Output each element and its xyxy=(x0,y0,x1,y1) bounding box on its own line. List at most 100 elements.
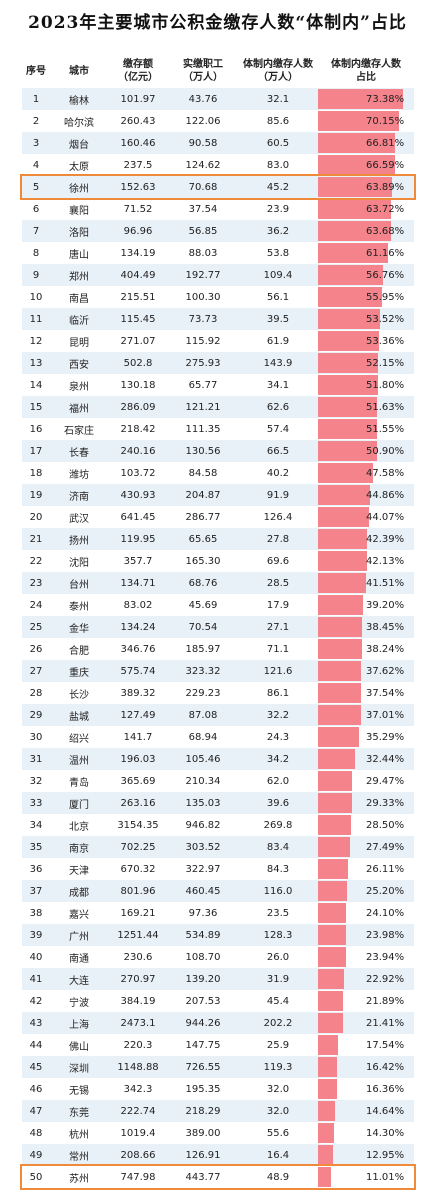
cell-amount: 130.18 xyxy=(120,379,156,391)
cell-gov: 126.4 xyxy=(263,511,293,523)
pct-bar xyxy=(318,969,345,989)
cell-city: 长春 xyxy=(69,447,89,459)
pct-bar xyxy=(318,419,378,439)
cell-city: 上海 xyxy=(69,1019,89,1031)
cell-workers: 108.70 xyxy=(185,951,221,963)
cell-pct-label: 39.20% xyxy=(366,599,405,611)
cell-city: 烟台 xyxy=(69,139,89,151)
cell-amount: 208.66 xyxy=(120,1149,156,1161)
pct-bar xyxy=(318,89,403,109)
cell-rank: 41 xyxy=(29,973,43,985)
cell-city: 襄阳 xyxy=(69,205,89,217)
cell-amount: 103.72 xyxy=(120,467,156,479)
cell-pct-label: 66.59% xyxy=(366,159,405,171)
cell-gov: 17.9 xyxy=(266,599,290,611)
table-row: 20 武汉 641.45 286.77 126.4 44.07% xyxy=(22,506,414,528)
pct-bar xyxy=(318,133,395,153)
cell-city: 佛山 xyxy=(69,1041,89,1053)
cell-city: 无锡 xyxy=(69,1085,89,1097)
cell-pct-label: 41.51% xyxy=(366,577,405,589)
pct-bar xyxy=(318,749,356,769)
cell-workers: 147.75 xyxy=(185,1039,221,1051)
cell-pct-label: 42.39% xyxy=(366,533,405,545)
cell-amount: 101.97 xyxy=(120,93,156,105)
cell-workers: 139.20 xyxy=(185,973,221,985)
cell-workers: 68.76 xyxy=(188,577,218,589)
cell-amount: 747.98 xyxy=(120,1171,156,1183)
cell-pct-label: 53.36% xyxy=(366,335,405,347)
table-row: 17 长春 240.16 130.56 66.5 50.90% xyxy=(22,440,414,462)
cell-workers: 105.46 xyxy=(185,753,221,765)
pct-bar xyxy=(318,1167,331,1187)
cell-workers: 126.91 xyxy=(185,1149,221,1161)
cell-amount: 1019.4 xyxy=(120,1127,156,1139)
cell-gov: 61.9 xyxy=(266,335,290,347)
cell-gov: 39.5 xyxy=(266,313,290,325)
cell-workers: 65.77 xyxy=(188,379,218,391)
cell-amount: 134.71 xyxy=(120,577,156,589)
cell-rank: 38 xyxy=(29,907,43,919)
table-row: 32 青岛 365.69 210.34 62.0 29.47% xyxy=(22,770,414,792)
cell-gov: 48.9 xyxy=(266,1171,290,1183)
cell-gov: 71.1 xyxy=(266,643,290,655)
cell-workers: 73.73 xyxy=(188,313,218,325)
cell-amount: 218.42 xyxy=(120,423,156,435)
cell-city: 苏州 xyxy=(69,1173,89,1185)
cell-pct-label: 44.86% xyxy=(366,489,405,501)
cell-workers: 100.30 xyxy=(185,291,221,303)
cell-rank: 23 xyxy=(29,577,43,589)
cell-amount: 801.96 xyxy=(120,885,156,897)
cell-city: 石家庄 xyxy=(64,425,94,437)
cell-gov: 27.1 xyxy=(266,621,290,633)
pct-bar xyxy=(318,1057,337,1077)
table-row: 31 温州 196.03 105.46 34.2 32.44% xyxy=(22,748,414,770)
cell-city: 太原 xyxy=(69,161,89,173)
cell-gov: 45.2 xyxy=(266,181,290,193)
pct-bar xyxy=(318,221,392,241)
cell-gov: 57.4 xyxy=(266,423,290,435)
cell-gov: 84.3 xyxy=(266,863,290,875)
cell-workers: 43.76 xyxy=(188,93,218,105)
cell-city: 台州 xyxy=(69,579,89,591)
cell-rank: 36 xyxy=(29,863,43,875)
cell-city: 徐州 xyxy=(69,183,89,195)
cell-pct-label: 70.15% xyxy=(366,115,405,127)
table-row: 9 郑州 404.49 192.77 109.4 56.76% xyxy=(22,264,414,286)
cell-workers: 122.06 xyxy=(185,115,221,127)
cell-city: 南昌 xyxy=(69,293,89,305)
cell-rank: 31 xyxy=(29,753,43,765)
table-row: 13 西安 502.8 275.93 143.9 52.15% xyxy=(22,352,414,374)
cell-city: 广州 xyxy=(69,931,89,943)
pct-bar xyxy=(318,903,346,923)
header-city: 城市 xyxy=(69,65,89,77)
table-row: 29 盐城 127.49 87.08 32.2 37.01% xyxy=(22,704,414,726)
cell-gov: 85.6 xyxy=(266,115,290,127)
cell-rank: 6 xyxy=(32,203,40,215)
cell-amount: 346.76 xyxy=(120,643,156,655)
pct-bar xyxy=(318,705,361,725)
cell-gov: 27.8 xyxy=(266,533,290,545)
header-pct: 体制内缴存人数 占比 xyxy=(331,59,401,83)
cell-rank: 46 xyxy=(29,1083,43,1095)
cell-city: 厦门 xyxy=(69,799,89,811)
table-row: 14 泉州 130.18 65.77 34.1 51.80% xyxy=(22,374,414,396)
cell-amount: 430.93 xyxy=(120,489,156,501)
pct-bar xyxy=(318,925,346,945)
cell-amount: 196.03 xyxy=(120,753,156,765)
cell-amount: 141.7 xyxy=(123,731,153,743)
cell-amount: 270.97 xyxy=(120,973,156,985)
cell-workers: 65.65 xyxy=(188,533,218,545)
cell-amount: 263.16 xyxy=(120,797,156,809)
cell-workers: 286.77 xyxy=(185,511,221,523)
table-row: 47 东莞 222.74 218.29 32.0 14.64% xyxy=(22,1100,414,1122)
cell-pct-label: 27.49% xyxy=(366,841,405,853)
cell-amount: 83.02 xyxy=(123,599,153,611)
pct-bar xyxy=(318,617,363,637)
pct-bar xyxy=(318,881,348,901)
cell-workers: 70.54 xyxy=(188,621,218,633)
cell-amount: 670.32 xyxy=(120,863,156,875)
pct-bar xyxy=(318,199,392,219)
pct-bar xyxy=(318,595,364,615)
cell-city: 沈阳 xyxy=(69,557,89,569)
cell-workers: 460.45 xyxy=(185,885,221,897)
